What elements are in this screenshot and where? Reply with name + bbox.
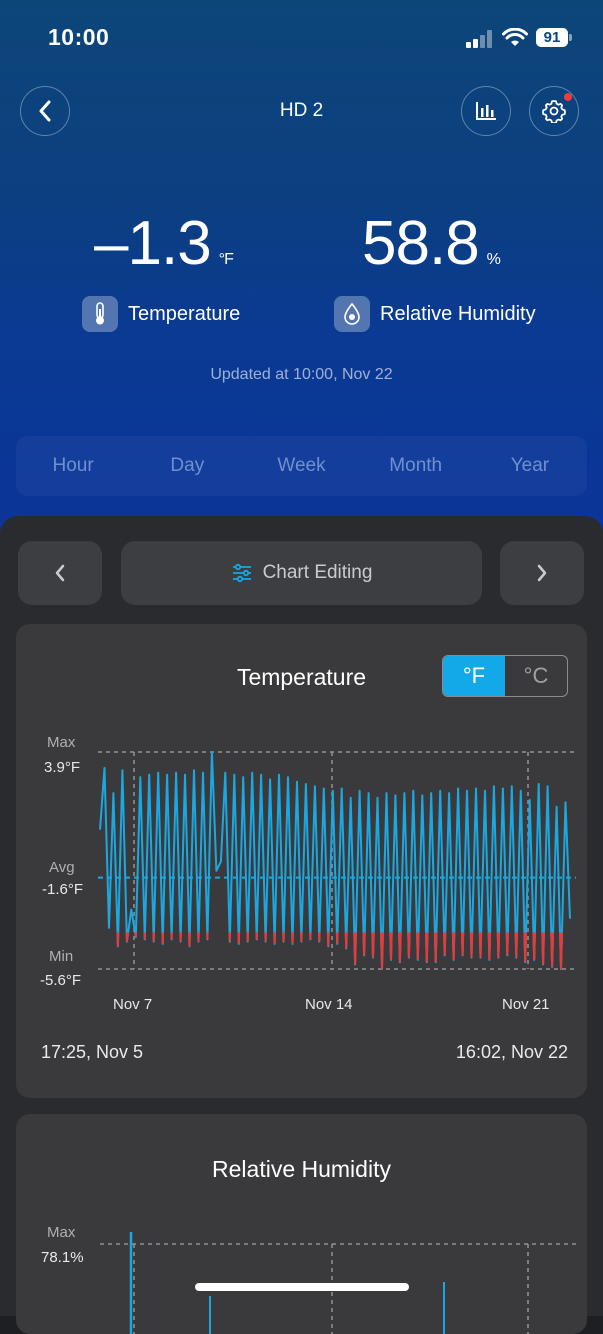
humidity-unit: %: [486, 251, 501, 268]
settings-button[interactable]: [529, 86, 579, 136]
x-tick-label: Nov 7: [113, 996, 153, 1013]
unit-toggle: °F °C: [442, 655, 568, 697]
humidity-plot: [100, 1232, 576, 1334]
tab-day[interactable]: Day: [170, 455, 205, 476]
notification-dot: [564, 93, 572, 101]
battery-icon: 91: [536, 28, 572, 47]
cellular-signal-icon: [466, 30, 494, 48]
range-end: 16:02, Nov 22: [455, 1042, 568, 1062]
humidity-reading: 58.8%: [362, 208, 501, 279]
gear-icon: [542, 100, 566, 123]
temperature-series-line: [99, 751, 571, 970]
previous-period-button[interactable]: [18, 541, 102, 605]
tab-month[interactable]: Month: [389, 455, 443, 476]
temperature-value: –1.3: [94, 209, 212, 278]
min-value: -5.6°F: [40, 972, 82, 989]
tab-week[interactable]: Week: [277, 455, 326, 476]
chevron-left-icon: [39, 100, 51, 122]
thermometer-icon: [82, 296, 118, 332]
max-label: Max: [47, 1224, 76, 1241]
avg-value: -1.6°F: [42, 881, 84, 898]
avg-label: Avg: [49, 859, 75, 876]
chart-editing-button[interactable]: Chart Editing: [121, 541, 482, 605]
range-start: 17:25, Nov 5: [41, 1042, 144, 1062]
temperature-label: Temperature: [128, 302, 241, 325]
temperature-reading: –1.3 °F: [94, 208, 234, 279]
unit-fahrenheit-button[interactable]: °F: [443, 656, 505, 696]
history-chart-button[interactable]: [461, 86, 511, 136]
chart-editing-label: Chart Editing: [262, 562, 373, 583]
temperature-metric: Temperature: [82, 296, 240, 332]
status-time: 10:00: [48, 24, 110, 50]
chevron-left-icon: [55, 564, 65, 582]
humidity-value: 58.8: [362, 209, 480, 278]
humidity-label: Relative Humidity: [380, 302, 536, 325]
page-title: HD 2: [279, 100, 324, 121]
sliders-icon: [232, 563, 251, 583]
tab-year[interactable]: Year: [510, 455, 550, 476]
max-label: Max: [47, 734, 76, 751]
temperature-chart-card: Temperature °F °C Max 3.9°F Avg -1.6°F M…: [16, 624, 587, 1098]
home-indicator: [195, 1283, 409, 1291]
max-value: 3.9°F: [44, 759, 81, 776]
time-range-tabs: Hour Day Week Month Year: [16, 436, 587, 496]
tab-hour[interactable]: Hour: [52, 455, 94, 476]
humidity-chart-title: Relative Humidity: [212, 1156, 391, 1182]
updated-timestamp: Updated at 10:00, Nov 22: [210, 366, 393, 383]
unit-celsius-button[interactable]: °C: [523, 663, 549, 688]
temperature-chart-title: Temperature: [236, 664, 367, 690]
low-temperature-segments: [116, 932, 563, 970]
chevron-right-icon: [537, 564, 547, 582]
humidity-chart-card: Relative Humidity Max 78.1%: [16, 1114, 587, 1334]
wifi-icon: [502, 28, 528, 46]
back-button[interactable]: [20, 86, 70, 136]
next-period-button[interactable]: [500, 541, 584, 605]
max-value: 78.1%: [41, 1249, 84, 1266]
status-bar: 10:00 91: [0, 0, 603, 76]
x-tick-label: Nov 21: [502, 996, 550, 1013]
min-label: Min: [49, 948, 74, 965]
temperature-plot: [98, 751, 576, 970]
humidity-metric: Relative Humidity: [334, 296, 536, 332]
droplet-icon: [334, 296, 370, 332]
temperature-unit: °F: [218, 251, 234, 268]
x-tick-label: Nov 14: [305, 996, 353, 1013]
bar-chart-icon: [476, 102, 496, 120]
